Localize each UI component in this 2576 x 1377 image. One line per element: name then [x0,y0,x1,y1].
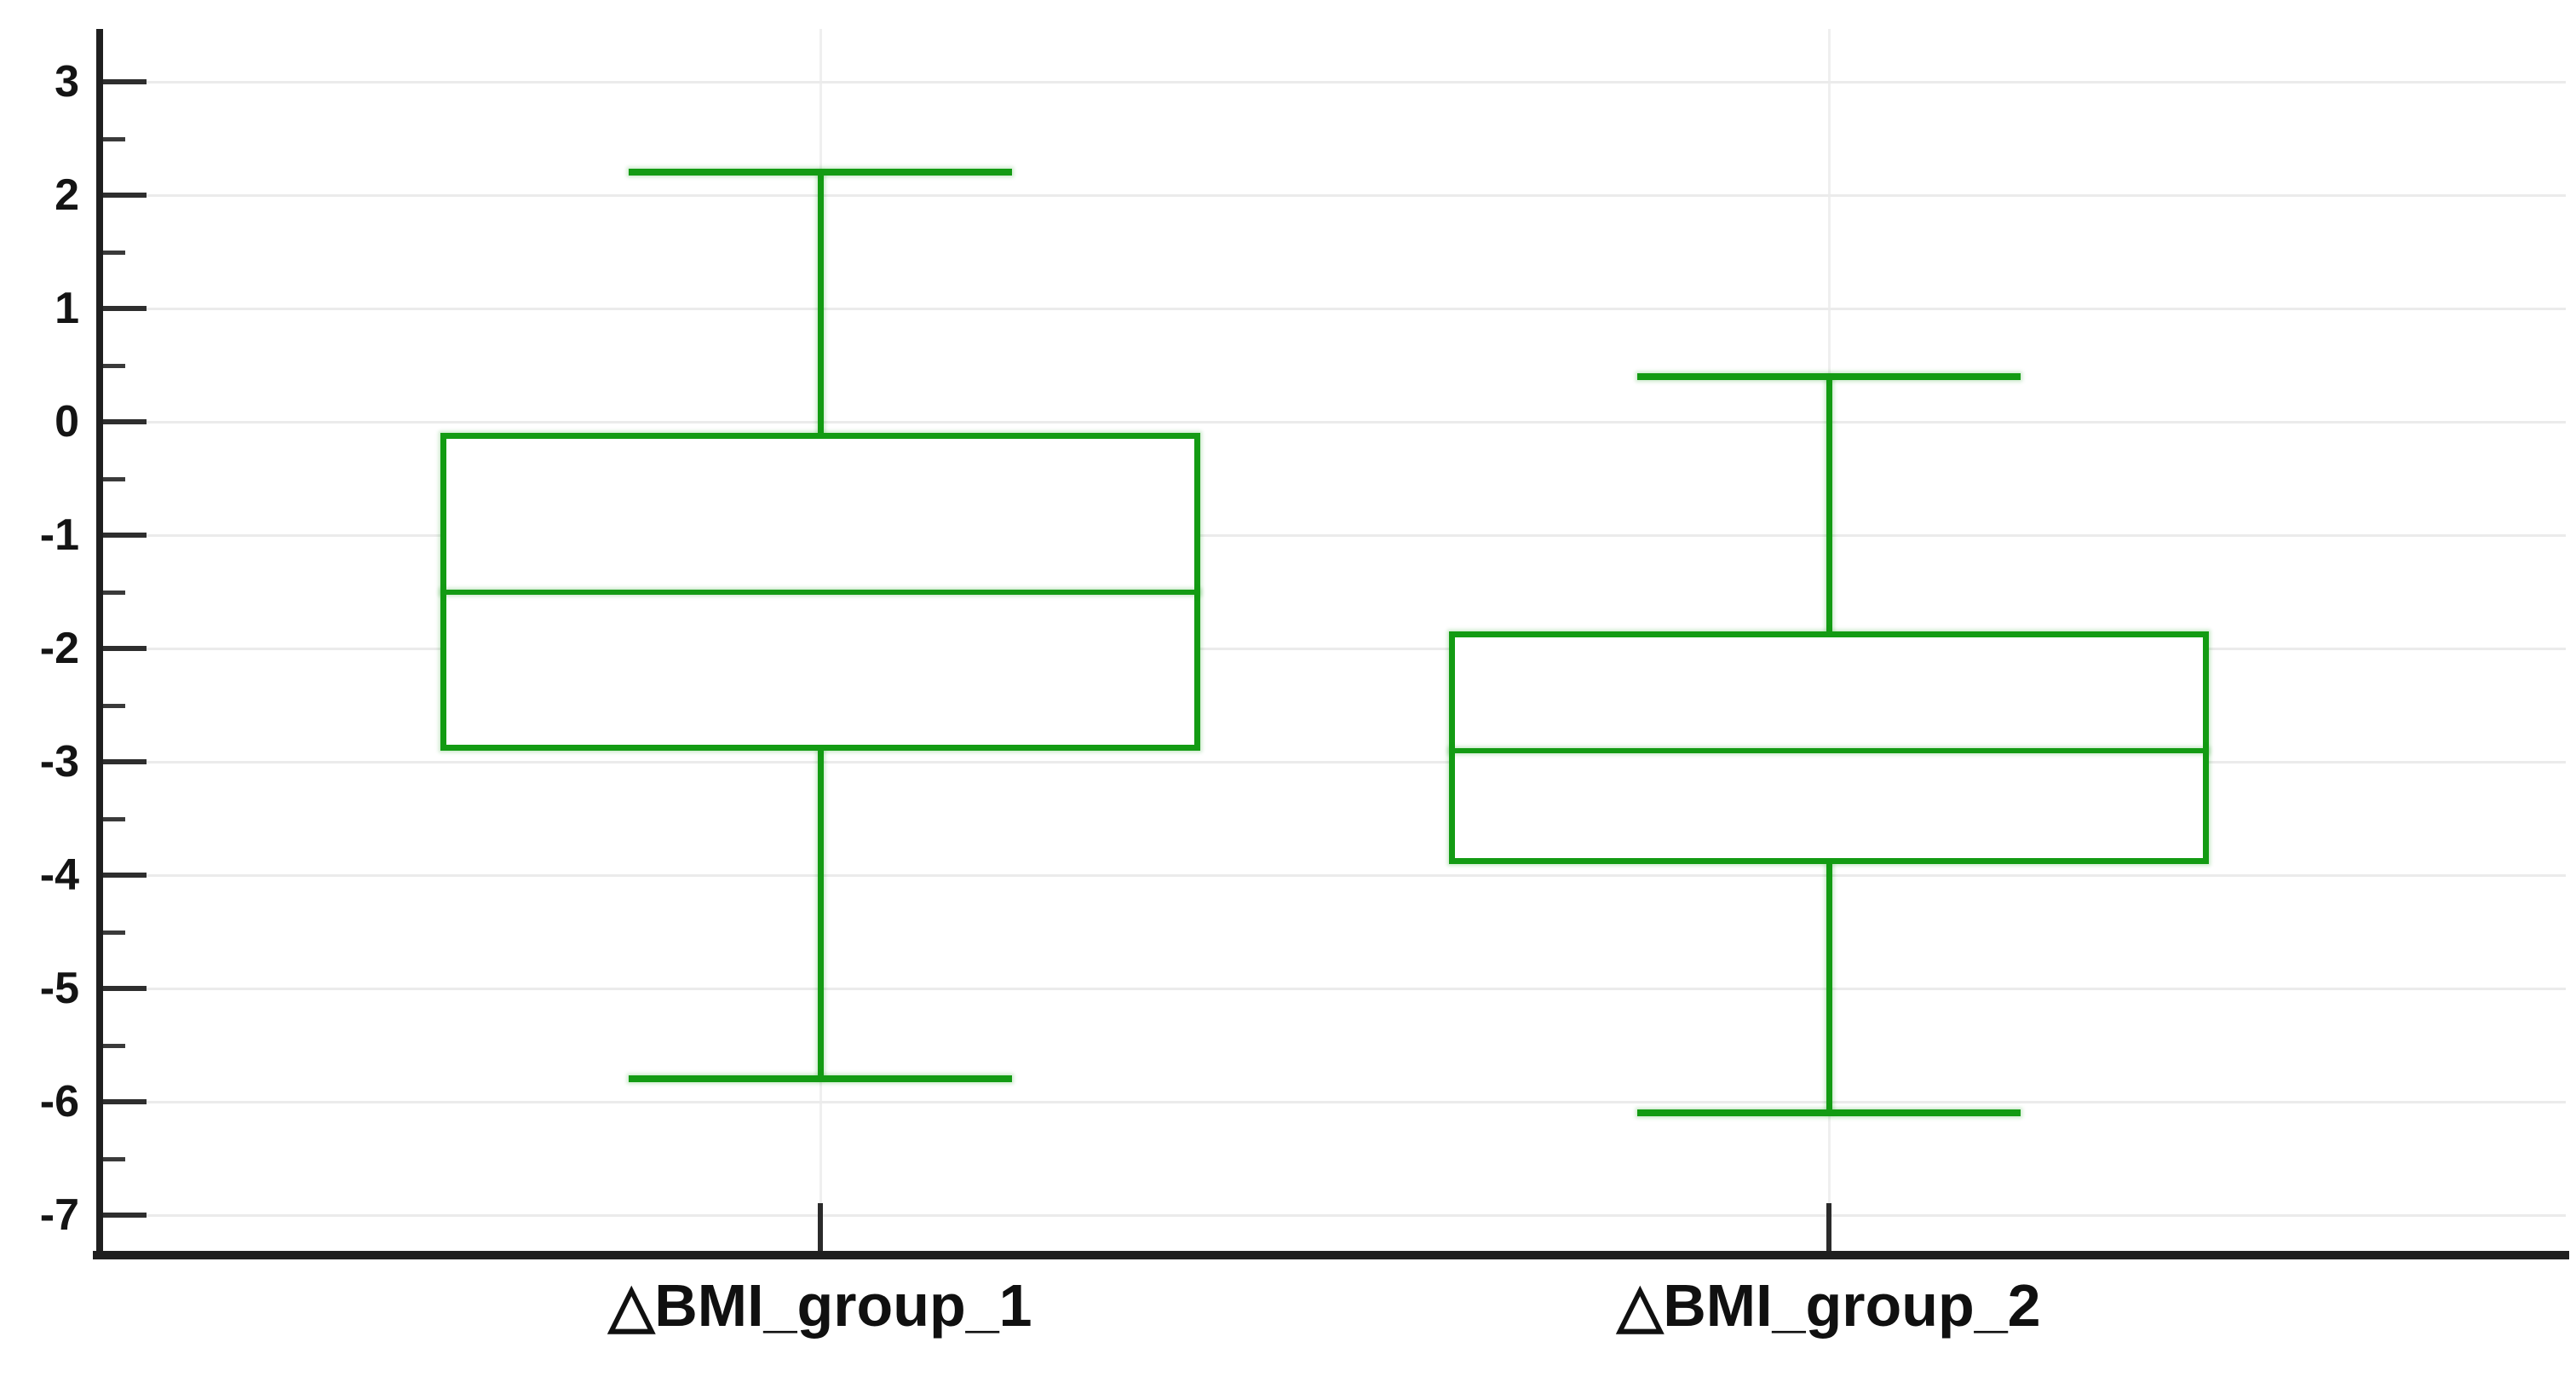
x-axis-line [93,1251,2569,1259]
y-gridline-0 [102,421,2566,423]
upper-whisker-line [818,172,824,434]
iqr-box [1449,631,2209,864]
y-major-tick--6 [100,1099,147,1104]
y-major-tick-3 [100,79,147,84]
y-gridline--1 [102,534,2566,537]
y-gridline--2 [102,648,2566,650]
y-major-tick--3 [100,759,147,764]
median-line [440,589,1200,595]
x-category-label-2: △BMI_group_2 [1617,1272,2041,1339]
y-tick-label--1: -1 [39,510,79,560]
x-tick-1 [818,1203,823,1251]
y-axis-line [96,29,103,1259]
y-minor-tick-2.5 [100,136,125,141]
y-tick-label--5: -5 [39,964,79,1013]
y-gridline-2 [102,194,2566,197]
upper-whisker-cap [1637,372,2021,380]
y-minor-tick--6.5 [100,1156,125,1161]
y-minor-tick--0.5 [100,476,125,481]
y-minor-tick--5.5 [100,1043,125,1048]
y-tick-label--4: -4 [39,850,79,900]
y-gridline--3 [102,761,2566,763]
y-minor-tick--4.5 [100,930,125,935]
y-tick-label--3: -3 [39,737,79,786]
y-tick-label-3: 3 [55,57,79,107]
y-minor-tick--1.5 [100,590,125,595]
lower-whisker-line [1826,863,1832,1114]
y-major-tick--1 [100,533,147,538]
y-major-tick-0 [100,419,147,424]
x-category-label-1: △BMI_group_1 [608,1272,1032,1339]
y-gridline--5 [102,988,2566,990]
y-minor-tick-0.5 [100,363,125,368]
y-minor-tick--3.5 [100,816,125,821]
lower-whisker-line [818,750,824,1080]
y-tick-label--7: -7 [39,1190,79,1240]
y-minor-tick--2.5 [100,703,125,708]
upper-whisker-line [1826,376,1832,632]
y-major-tick--7 [100,1213,147,1218]
y-tick-label-0: 0 [55,397,79,447]
y-tick-label--2: -2 [39,624,79,673]
y-major-tick--5 [100,986,147,991]
y-major-tick--4 [100,873,147,878]
y-tick-label--6: -6 [39,1077,79,1126]
y-major-tick-2 [100,193,147,198]
y-gridline-1 [102,308,2566,310]
lower-whisker-cap [629,1075,1012,1083]
y-gridline--6 [102,1101,2566,1103]
upper-whisker-cap [629,169,1012,176]
y-tick-label-2: 2 [55,170,79,220]
y-gridline-3 [102,81,2566,84]
median-line [1449,747,2209,753]
lower-whisker-cap [1637,1109,2021,1117]
y-tick-label-1: 1 [55,284,79,333]
y-major-tick-1 [100,306,147,311]
x-tick-2 [1826,1203,1831,1251]
y-minor-tick-1.5 [100,250,125,255]
y-major-tick--2 [100,646,147,651]
y-gridline--7 [102,1214,2566,1217]
y-gridline--4 [102,874,2566,877]
